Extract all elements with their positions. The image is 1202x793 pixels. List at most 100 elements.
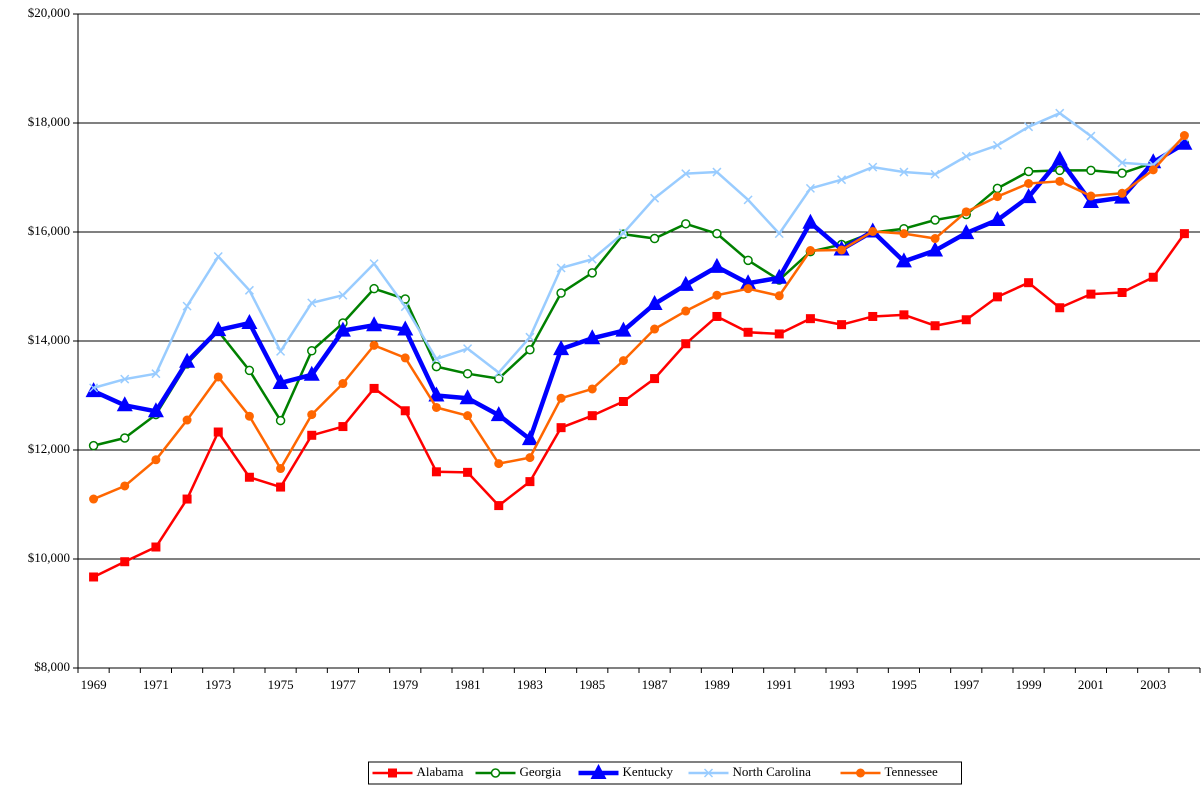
marker xyxy=(494,368,504,378)
marker xyxy=(397,320,414,336)
series xyxy=(89,131,1189,504)
marker xyxy=(992,192,1002,202)
series-line xyxy=(93,134,1186,501)
marker xyxy=(899,229,909,239)
marker xyxy=(241,314,258,330)
marker xyxy=(494,459,504,469)
marker xyxy=(89,383,99,393)
marker xyxy=(837,320,847,330)
marker xyxy=(213,372,223,382)
x-tick-label: 1997 xyxy=(953,677,980,692)
marker xyxy=(740,274,757,290)
marker xyxy=(338,422,348,432)
marker xyxy=(463,411,473,421)
marker xyxy=(462,368,473,379)
marker xyxy=(179,352,196,368)
marker xyxy=(369,383,379,393)
marker xyxy=(494,373,504,384)
marker xyxy=(1055,303,1065,313)
marker xyxy=(275,415,286,426)
marker xyxy=(244,285,254,295)
marker xyxy=(120,481,130,491)
marker xyxy=(868,226,878,236)
x-tick-label: 2003 xyxy=(1140,677,1166,692)
x-tick-label: 1999 xyxy=(1016,677,1042,692)
marker xyxy=(618,396,628,406)
y-tick-label: $8,000 xyxy=(34,659,70,674)
marker xyxy=(244,411,254,421)
marker xyxy=(774,329,784,339)
marker xyxy=(712,290,722,300)
marker xyxy=(649,233,660,244)
marker xyxy=(525,332,535,342)
legend-label: North Carolina xyxy=(733,764,812,779)
marker xyxy=(1117,168,1127,178)
x-tick-label: 2001 xyxy=(1078,677,1104,692)
marker xyxy=(681,169,691,179)
x-tick-label: 1993 xyxy=(829,677,855,692)
marker xyxy=(494,501,504,511)
series xyxy=(89,229,1189,582)
x-tick-label: 1977 xyxy=(330,677,357,692)
y-tick-label: $16,000 xyxy=(28,223,70,238)
marker xyxy=(431,354,441,364)
x-tick-label: 1975 xyxy=(268,677,294,692)
marker xyxy=(958,224,975,240)
marker xyxy=(743,195,753,205)
marker xyxy=(771,268,788,284)
marker xyxy=(743,327,753,337)
marker xyxy=(1086,165,1096,176)
marker xyxy=(556,288,566,298)
marker xyxy=(930,234,940,244)
marker xyxy=(116,396,133,412)
marker xyxy=(553,340,570,356)
marker xyxy=(556,393,566,403)
marker xyxy=(681,219,691,229)
marker xyxy=(85,382,102,398)
marker xyxy=(276,464,286,474)
marker xyxy=(1179,131,1189,141)
x-tick-label: 1989 xyxy=(704,677,730,692)
marker xyxy=(774,229,784,239)
marker xyxy=(1117,287,1127,297)
marker xyxy=(556,423,566,433)
marker xyxy=(1148,272,1158,282)
marker xyxy=(868,162,878,172)
marker xyxy=(463,344,473,354)
marker xyxy=(1024,178,1034,188)
marker xyxy=(615,321,632,337)
marker xyxy=(930,215,940,225)
marker xyxy=(650,193,660,203)
marker xyxy=(276,346,286,356)
marker xyxy=(895,252,912,268)
marker xyxy=(837,245,847,255)
marker xyxy=(681,339,691,349)
marker xyxy=(1055,108,1065,118)
series-line xyxy=(93,232,1186,579)
marker xyxy=(899,167,909,177)
y-tick-label: $14,000 xyxy=(28,332,70,347)
marker xyxy=(431,402,441,412)
marker xyxy=(525,453,535,463)
marker xyxy=(618,356,628,366)
marker xyxy=(400,302,410,312)
series-line xyxy=(92,141,1186,442)
marker xyxy=(88,440,99,451)
marker xyxy=(930,321,940,331)
marker xyxy=(1020,188,1037,204)
series-line xyxy=(93,111,1186,390)
marker xyxy=(525,477,535,487)
marker xyxy=(961,207,971,217)
marker xyxy=(463,467,473,477)
marker xyxy=(120,433,130,443)
marker xyxy=(182,494,192,504)
marker xyxy=(525,344,535,355)
marker xyxy=(307,298,317,308)
marker xyxy=(712,167,722,177)
marker xyxy=(899,310,909,320)
marker xyxy=(459,389,476,405)
marker xyxy=(151,369,161,379)
marker xyxy=(338,290,348,300)
marker xyxy=(587,384,597,394)
